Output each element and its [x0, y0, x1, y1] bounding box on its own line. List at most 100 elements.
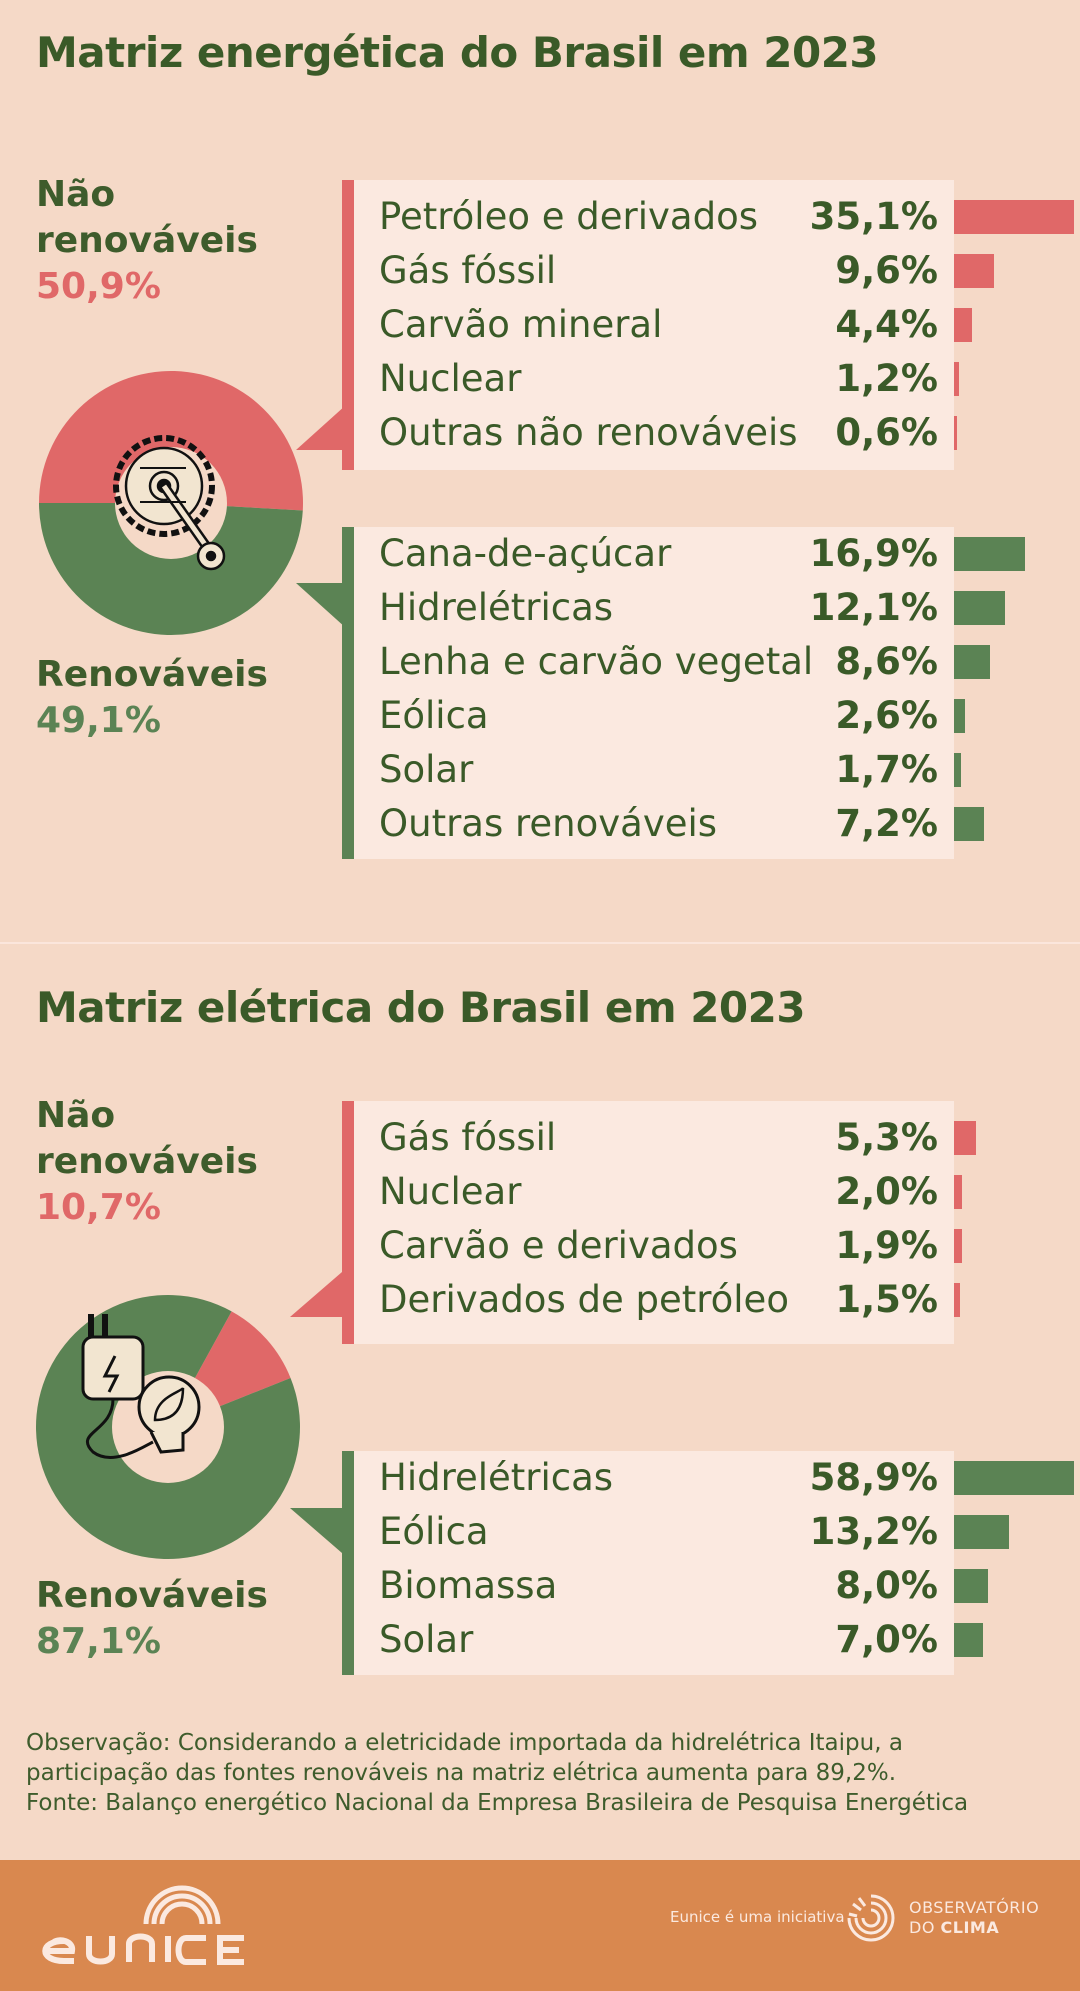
bar [954, 1121, 977, 1155]
item-value: 5,3% [835, 1116, 938, 1159]
item-label: Nuclear [379, 1170, 522, 1213]
list-item: Outras não renováveis 0,6% [379, 406, 954, 460]
footnote-line: participação das fontes renováveis na ma… [26, 1760, 897, 1786]
list-item: Biomassa 8,0% [379, 1559, 954, 1613]
item-label: Solar [379, 1618, 474, 1661]
bar [954, 645, 991, 679]
item-label: Hidrelétricas [379, 586, 614, 629]
group-name: Não [36, 174, 116, 215]
item-value: 1,5% [835, 1278, 938, 1321]
bar [954, 699, 965, 733]
bar [954, 1569, 988, 1603]
partner-name: OBSERVATÓRIO DO CLIMA [909, 1898, 1039, 1938]
list-item: Solar 7,0% [379, 1613, 954, 1667]
list-item: Eólica 13,2% [379, 1505, 954, 1559]
item-value: 9,6% [835, 249, 938, 292]
item-value: 2,0% [835, 1170, 938, 1213]
item-label: Petróleo e derivados [379, 195, 758, 238]
partner-line: OBSERVATÓRIO [909, 1898, 1040, 1917]
item-label: Lenha e carvão vegetal [379, 640, 814, 683]
group-name: renováveis [36, 1141, 258, 1182]
energy-nonrenewable-panel: Petróleo e derivados 35,1% Gás fóssil 9,6% C… [342, 180, 954, 470]
group-percent: 49,1% [36, 700, 161, 741]
item-value: 2,6% [835, 694, 938, 737]
bicycle-gear-icon [113, 435, 226, 571]
bar [954, 308, 973, 342]
list-item: Gás fóssil 5,3% [379, 1111, 954, 1165]
observatorio-logo-icon [847, 1894, 895, 1942]
item-value: 1,2% [835, 357, 938, 400]
electric-pie-chart [36, 1295, 301, 1559]
bar [954, 591, 1005, 625]
bar [954, 1461, 1074, 1495]
electric-nonrenewable-panel: Gás fóssil 5,3% Nuclear 2,0% Carvão e deriva… [342, 1101, 954, 1344]
list-item: Hidrelétricas 12,1% [379, 581, 954, 635]
panel-accent [342, 1451, 354, 1675]
bar [954, 416, 957, 450]
section-divider [0, 942, 1080, 944]
item-value: 58,9% [809, 1456, 938, 1499]
list-item: Gás fóssil 9,6% [379, 244, 954, 298]
item-label: Gás fóssil [379, 249, 557, 292]
group-percent: 87,1% [36, 1621, 161, 1662]
item-label: Solar [379, 748, 474, 791]
source-line: Fonte: Balanço energético Nacional da Em… [26, 1790, 969, 1816]
item-value: 0,6% [835, 411, 938, 454]
item-label: Hidrelétricas [379, 1456, 614, 1499]
bar [954, 200, 1074, 234]
group-percent: 10,7% [36, 1187, 161, 1228]
item-value: 16,9% [809, 532, 938, 575]
energy-pie-chart [39, 371, 303, 636]
item-value: 12,1% [809, 586, 938, 629]
plug-bulb-icon [81, 1314, 201, 1459]
renewable-pointer [290, 1508, 342, 1553]
list-item: Derivados de petróleo 1,5% [379, 1273, 954, 1327]
list-item: Nuclear 1,2% [379, 352, 954, 406]
item-label: Biomassa [379, 1564, 558, 1607]
item-label: Gás fóssil [379, 1116, 557, 1159]
electric-nonrenewable-label: Não renováveis 10,7% [36, 1093, 258, 1231]
group-name: Renováveis [36, 654, 268, 695]
bar [954, 537, 1025, 571]
panel-accent [342, 527, 354, 859]
footer: Eunice é uma iniciativa OBSERVATÓRIO DO … [0, 1860, 1080, 1991]
item-label: Carvão mineral [379, 303, 663, 346]
item-label: Eólica [379, 694, 489, 737]
bar [954, 1515, 1010, 1549]
item-value: 1,7% [835, 748, 938, 791]
list-item: Hidrelétricas 58,9% [379, 1451, 954, 1505]
footnote-line: Observação: Considerando a eletricidade … [26, 1730, 903, 1756]
item-label: Outras não renováveis [379, 411, 798, 454]
item-value: 13,2% [809, 1510, 938, 1553]
partner-line-bold: CLIMA [940, 1918, 1000, 1937]
bar [954, 362, 960, 396]
item-value: 8,6% [835, 640, 938, 683]
group-percent: 50,9% [36, 266, 161, 307]
energy-nonrenewable-label: Não renováveis 50,9% [36, 172, 258, 310]
panel-accent [342, 180, 354, 470]
item-label: Cana-de-açúcar [379, 532, 672, 575]
partner-line: DO [909, 1918, 941, 1937]
item-label: Eólica [379, 1510, 489, 1553]
list-item: Solar 1,7% [379, 743, 954, 797]
bar [954, 1229, 962, 1263]
list-item: Lenha e carvão vegetal 8,6% [379, 635, 954, 689]
group-name: Não [36, 1095, 116, 1136]
group-name: Renováveis [36, 1575, 268, 1616]
bar [954, 1623, 984, 1657]
bar [954, 753, 962, 787]
item-value: 4,4% [835, 303, 938, 346]
energy-title: Matriz energética do Brasil em 2023 [36, 28, 879, 77]
group-name: renováveis [36, 220, 258, 261]
energy-renewable-panel: Cana-de-açúcar 16,9% Hidrelétricas 12,1% Len… [342, 527, 954, 859]
renewable-pointer [296, 583, 346, 628]
list-item: Eólica 2,6% [379, 689, 954, 743]
item-label: Derivados de petróleo [379, 1278, 789, 1321]
item-value: 1,9% [835, 1224, 938, 1267]
item-value: 8,0% [835, 1564, 938, 1607]
list-item: Outras renováveis 7,2% [379, 797, 954, 851]
pie-slice-renewable [39, 503, 303, 636]
list-item: Carvão e derivados 1,9% [379, 1219, 954, 1273]
footnote: Observação: Considerando a eletricidade … [26, 1728, 1056, 1818]
eunice-logo [42, 1885, 244, 1965]
